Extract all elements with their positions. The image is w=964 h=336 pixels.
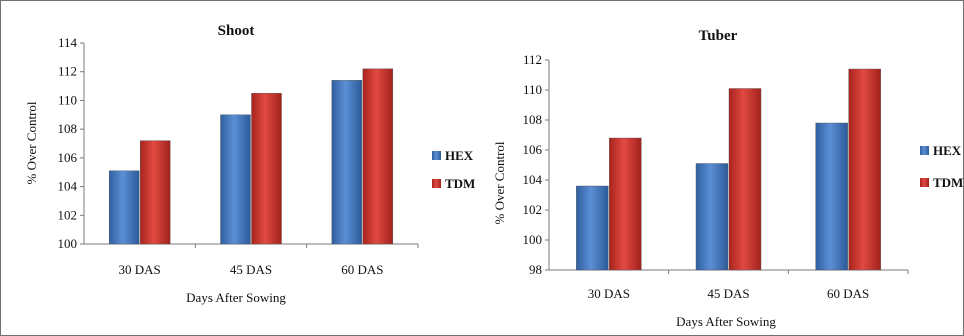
y-tick-label: 110 bbox=[523, 82, 542, 97]
x-tick-label: 30 DAS bbox=[588, 286, 630, 301]
bar-hex-45-das bbox=[220, 114, 251, 245]
legend-label-hex: HEX bbox=[933, 143, 962, 158]
x-ticks: 30 DAS 45 DAS 60 DAS bbox=[119, 244, 419, 277]
x-axis-label: Days After Sowing bbox=[186, 290, 286, 305]
x-axis-label: Days After Sowing bbox=[676, 314, 776, 329]
x-tick-label: 60 DAS bbox=[341, 262, 383, 277]
bar-tdm-60-das bbox=[362, 68, 394, 245]
bars bbox=[576, 68, 881, 271]
chart-title: Tuber bbox=[699, 28, 738, 44]
y-tick-label: 112 bbox=[523, 52, 542, 67]
y-tick-label: 100 bbox=[523, 232, 543, 247]
x-ticks: 30 DAS 45 DAS 60 DAS bbox=[588, 270, 909, 301]
legend: HEX TDM bbox=[432, 148, 475, 191]
y-tick-label: 102 bbox=[58, 207, 78, 222]
bar-hex-30-das bbox=[576, 185, 609, 271]
x-tick-label: 45 DAS bbox=[707, 286, 749, 301]
y-tick-label: 100 bbox=[58, 236, 78, 251]
x-tick-label: 30 DAS bbox=[119, 262, 161, 277]
legend-swatch-hex bbox=[920, 146, 929, 155]
legend-label-hex: HEX bbox=[445, 148, 474, 163]
shoot-chart: Shoot % Over Control Days After Sowing 1… bbox=[24, 23, 475, 305]
y-tick-label: 106 bbox=[523, 142, 543, 157]
legend-swatch-tdm bbox=[432, 179, 441, 188]
y-tick-label: 108 bbox=[58, 121, 78, 136]
y-ticks: 98 100 102 104 106 108 110 112 bbox=[523, 52, 549, 277]
bar-tdm-30-das bbox=[139, 140, 171, 245]
bars bbox=[108, 68, 394, 245]
bar-tdm-45-das bbox=[251, 93, 282, 245]
x-tick-label: 45 DAS bbox=[230, 262, 272, 277]
bar-tdm-30-das bbox=[609, 137, 642, 271]
legend-label-tdm: TDM bbox=[445, 176, 475, 191]
y-tick-label: 106 bbox=[58, 150, 78, 165]
legend: HEX TDM bbox=[920, 143, 963, 190]
chart-title: Shoot bbox=[218, 23, 255, 39]
y-ticks: 100 102 104 106 108 110 112 114 bbox=[58, 35, 84, 251]
y-tick-label: 104 bbox=[523, 172, 543, 187]
x-tick-label: 60 DAS bbox=[827, 286, 869, 301]
y-tick-label: 98 bbox=[529, 262, 542, 277]
bar-tdm-60-das bbox=[848, 68, 881, 271]
y-axis-label: % Over Control bbox=[492, 141, 507, 224]
y-tick-label: 102 bbox=[523, 202, 543, 217]
bar-hex-45-das bbox=[695, 163, 729, 271]
y-tick-label: 108 bbox=[523, 112, 543, 127]
bar-tdm-45-das bbox=[728, 88, 762, 271]
bar-hex-60-das bbox=[331, 80, 363, 245]
legend-label-tdm: TDM bbox=[933, 175, 963, 190]
y-axis-label: % Over Control bbox=[24, 101, 39, 184]
bar-hex-60-das bbox=[815, 122, 848, 271]
y-tick-label: 110 bbox=[58, 92, 77, 107]
y-tick-label: 104 bbox=[58, 179, 78, 194]
y-tick-label: 112 bbox=[58, 64, 77, 79]
legend-swatch-hex bbox=[432, 151, 441, 160]
tuber-chart: Tuber % Over Control Days After Sowing 9… bbox=[492, 28, 963, 329]
y-tick-label: 114 bbox=[58, 35, 78, 50]
bar-hex-30-das bbox=[108, 170, 140, 245]
legend-swatch-tdm bbox=[920, 178, 929, 187]
